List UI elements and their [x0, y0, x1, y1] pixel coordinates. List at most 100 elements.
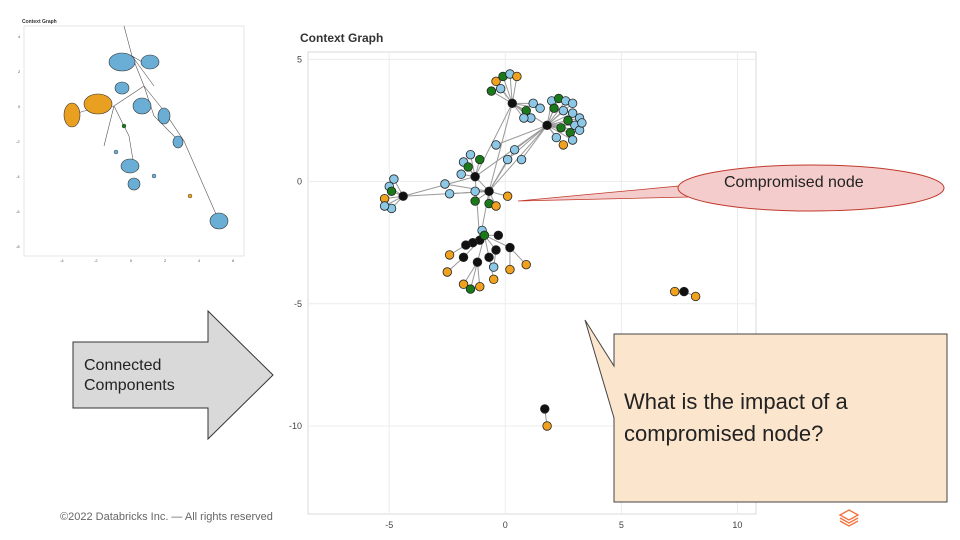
graph-node-blue: [567, 108, 578, 118]
graph-node-orange: [558, 140, 569, 150]
graph-node-blue: [528, 98, 538, 109]
impact-question-callout: [584, 319, 948, 503]
graph-node-orange: [491, 76, 501, 87]
graph-edge: [403, 176, 476, 197]
graph-node-blue: [440, 179, 450, 189]
graph-node-blue: [519, 113, 529, 123]
thumbnail-clusters: [63, 52, 229, 230]
thumbnail-context-graph: Context Graph 4 2 0 -2 -4 -6 -8 -4 -2 0 …: [16, 19, 245, 262]
graph-node-black: [493, 230, 504, 241]
graph-node-blue: [389, 174, 399, 184]
graph-node-green: [556, 123, 566, 133]
connected-components-arrow: [72, 310, 274, 440]
compromised-node-callout: [677, 164, 945, 212]
graph-node-blue: [551, 132, 562, 143]
graph-node-orange: [475, 281, 485, 292]
thumbnail-y-tick: -2: [16, 139, 20, 144]
thumbnail-y-tick: -8: [16, 244, 20, 249]
graph-node-blue: [502, 154, 513, 165]
y-axis-ticks: 5 0 -5 -10: [289, 54, 302, 431]
graph-edge: [546, 112, 573, 126]
graph-node-green: [470, 196, 480, 206]
graph-node-green: [549, 103, 559, 113]
callout-top-pointer: [517, 184, 691, 202]
graph-node-black: [507, 98, 517, 109]
graph-edge: [488, 103, 513, 192]
y-tick-label: -5: [294, 299, 302, 309]
graph-node-orange: [505, 264, 515, 275]
thumbnail-y-tick: -4: [16, 174, 20, 179]
thumbnail-x-tick: -2: [94, 258, 98, 262]
graph-node-blue: [535, 103, 545, 113]
graph-node-blue: [379, 201, 390, 211]
y-tick-label: -10: [289, 421, 302, 431]
thumbnail-edges: [68, 25, 220, 222]
graph-edge: [484, 234, 511, 249]
graph-edge: [521, 125, 548, 160]
arrow-label: Connected Components: [84, 356, 194, 396]
x-tick-label: 10: [732, 520, 742, 530]
graph-node-black: [540, 404, 550, 414]
graph-node-blue: [516, 154, 527, 165]
x-tick-label: -5: [385, 520, 393, 530]
thumbnail-y-tick: 4: [18, 34, 21, 39]
thumbnail-x-tick: -4: [60, 258, 64, 262]
graph-node-green: [475, 154, 485, 165]
graph-node-orange: [488, 274, 499, 285]
graph-node-black: [679, 286, 689, 297]
impact-question-text: What is the impact of a compromised node…: [624, 389, 848, 446]
graph-node-orange: [444, 250, 455, 260]
databricks-logo-icon: [838, 509, 860, 527]
graph-node-blue: [577, 118, 587, 128]
thumbnail-x-tick: 2: [164, 258, 167, 262]
graph-edge: [444, 183, 490, 192]
graph-node-green: [465, 284, 476, 294]
chart-title: Context Graph: [300, 31, 383, 45]
thumbnail-y-tick: -6: [16, 209, 20, 214]
thumbnail-x-tick: 4: [198, 258, 201, 262]
y-tick-label: 5: [297, 54, 302, 64]
thumbnail-y-tick: 2: [18, 69, 21, 74]
graph-node-blue: [465, 149, 476, 160]
arrow-label-line1: Connected: [84, 357, 162, 374]
graph-edge: [502, 76, 513, 104]
graph-node-black: [505, 242, 515, 253]
graph-edge: [474, 103, 513, 177]
thumbnail-y-tick: 0: [18, 104, 21, 109]
graph-node-blue: [444, 189, 455, 199]
graph-node-orange: [690, 291, 701, 302]
graph-edge: [546, 124, 573, 141]
compromised-node-label: Compromised node: [724, 174, 864, 191]
thumbnail-title: Context Graph: [22, 19, 57, 25]
graph-node-black: [484, 252, 494, 263]
graph-node-black: [542, 120, 552, 131]
graph-node-blue: [491, 140, 501, 150]
copyright-footer: ©2022 Databricks Inc. — All rights reser…: [60, 511, 273, 523]
graph-node-green: [563, 115, 573, 126]
graph-node-orange: [521, 259, 531, 270]
graph-edge: [546, 100, 567, 126]
y-tick-label: 0: [297, 177, 302, 187]
x-tick-label: 5: [619, 520, 624, 530]
graph-node-blue: [567, 135, 578, 145]
graph-node-green: [486, 86, 497, 96]
graph-node-black: [484, 186, 494, 197]
x-axis-ticks: -5 0 5 10: [385, 520, 742, 530]
graph-node-black: [461, 240, 471, 250]
graph-node-black: [470, 171, 480, 182]
graph-node-blue: [495, 83, 506, 94]
thumbnail-ticks: 4 2 0 -2 -4 -6 -8 -4 -2 0 2 4 6: [16, 34, 235, 262]
graph-edge: [495, 124, 548, 146]
graph-node-orange: [491, 201, 501, 211]
thumbnail-x-tick: 0: [130, 258, 133, 262]
graph-node-green: [463, 162, 473, 172]
thumbnail-x-tick: 6: [232, 258, 235, 262]
graph-node-blue: [456, 169, 466, 179]
x-tick-label: 0: [503, 520, 508, 530]
graph-node-black: [491, 245, 501, 255]
graph-nodes: [379, 69, 701, 431]
graph-node-orange: [442, 267, 452, 277]
arrow-label-line2: Components: [84, 377, 175, 394]
graph-node-orange: [512, 71, 522, 82]
graph-node-black: [472, 257, 483, 267]
